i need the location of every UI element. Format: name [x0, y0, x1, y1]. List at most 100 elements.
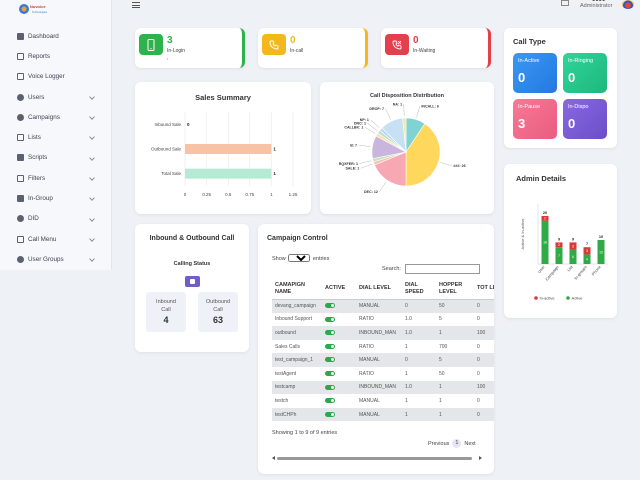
pie-slice[interactable]	[402, 117, 407, 153]
pie-label-value: 6	[437, 104, 439, 108]
sidebar-item-scripts[interactable]: Scripts	[0, 148, 112, 168]
bar[interactable]	[185, 144, 272, 154]
sidebar-item-user-groups[interactable]: User Groups	[0, 249, 112, 269]
active-toggle-cell	[322, 380, 356, 395]
pie-slice[interactable]	[374, 151, 407, 187]
sidebar-item-did[interactable]: DID	[0, 209, 112, 229]
table-cell: 0	[474, 299, 494, 313]
sidebar-item-users[interactable]: Users	[0, 87, 112, 107]
column-header[interactable]: DIAL LEVEL	[356, 279, 402, 300]
column-header[interactable]: ACTIVE	[322, 279, 356, 300]
table-cell[interactable]: Sales Calls	[275, 343, 301, 350]
pie-label: NA: 1	[393, 102, 402, 106]
search-input[interactable]	[405, 264, 480, 274]
table-row: Inbound Support RATIO 1.0 5 0	[272, 313, 494, 327]
apps-grid-icon[interactable]	[561, 0, 569, 6]
column-header[interactable]: CAMAPIGN NAME	[272, 279, 322, 300]
sidebar-item-in-group[interactable]: In-Group	[0, 188, 112, 208]
pie-label-sep: :	[380, 107, 382, 111]
table-cell[interactable]: testcamp	[272, 380, 322, 395]
table-cell: 100	[474, 326, 494, 340]
bar-inactive[interactable]	[583, 247, 591, 255]
active-toggle-cell	[322, 340, 356, 354]
sidebar-item-filters[interactable]: Filters	[0, 168, 112, 188]
table-cell[interactable]: outbound	[272, 326, 322, 340]
active-toggle[interactable]	[325, 343, 335, 349]
sidebar-item-label: Scripts	[28, 154, 48, 162]
pie-label-value: 7	[382, 107, 384, 111]
bar-inactive-label: 2	[558, 243, 560, 247]
bar-active[interactable]	[541, 220, 549, 264]
call-type-tile-in-dispo[interactable]: In-Dispo 0	[563, 99, 607, 139]
active-toggle[interactable]	[325, 330, 335, 336]
pie-label-sep: :	[359, 126, 361, 130]
table-row: testcamp INBOUND_MAN 1.0 1 100	[272, 380, 494, 395]
table-cell[interactable]: testCHPh	[272, 407, 322, 422]
scroll-right-icon[interactable]	[479, 456, 482, 460]
active-toggle[interactable]	[325, 316, 335, 322]
pie-label: SALE: 1	[346, 166, 360, 170]
active-toggle[interactable]	[325, 370, 335, 376]
active-toggle[interactable]	[325, 357, 335, 363]
sidebar-item-voice-logger[interactable]: Voice Logger	[0, 67, 112, 87]
table-cell: MANUAL	[356, 353, 402, 367]
campaign-table: CAMAPIGN NAME ACTIVE DIAL LEVEL DIAL SPEED H…	[272, 279, 494, 422]
page-1-button[interactable]: 1	[452, 439, 462, 448]
user-role: Administrator	[580, 3, 613, 9]
avatar[interactable]	[622, 0, 634, 9]
pie-slice[interactable]	[405, 123, 441, 187]
call-type-tile-in-ringing[interactable]: In-Ringing 0	[563, 53, 607, 93]
sidebar-item-reports[interactable]: Reports	[0, 46, 112, 66]
pie-label: INCALL: 6	[421, 104, 438, 108]
bar-inactive[interactable]	[569, 242, 577, 250]
page-length-select[interactable]: 10	[288, 254, 311, 262]
menu-toggle-icon[interactable]	[132, 2, 140, 8]
column-header[interactable]: TOT LEA	[474, 279, 494, 300]
active-toggle[interactable]	[325, 303, 335, 309]
bar-active[interactable]	[569, 249, 577, 264]
scroll-thumb[interactable]	[277, 457, 472, 460]
table-cell: 1.0	[402, 326, 436, 340]
column-header[interactable]: DIAL SPEED	[402, 279, 436, 300]
phone-call-icon[interactable]	[185, 276, 200, 287]
column-header[interactable]: HOPPER LEVEL	[436, 279, 474, 300]
stat-extra: ,	[167, 55, 169, 61]
call-type-tile-in-pause[interactable]: In-Pause 3	[513, 99, 557, 139]
previous-button[interactable]: Previous	[428, 440, 450, 447]
call-type-tile-in-active[interactable]: In-Active 0	[513, 53, 557, 93]
pie-leader-line	[416, 106, 421, 118]
x-tick-label: Phone	[590, 264, 602, 277]
reports-icon	[17, 52, 24, 60]
bar-active[interactable]	[583, 254, 591, 264]
table-cell[interactable]: testAgent	[275, 370, 297, 377]
calling-status-label: Calling Status	[173, 261, 211, 267]
horizontal-scrollbar[interactable]	[272, 456, 482, 461]
table-cell: 0	[477, 316, 480, 323]
bar-active[interactable]	[597, 240, 605, 264]
company-logo[interactable]: Nuvoice Technologies	[18, 2, 64, 16]
stat-label: In-Login	[167, 48, 186, 54]
sidebar-item-call-menu[interactable]: Call Menu	[0, 229, 112, 249]
active-toggle[interactable]	[325, 398, 335, 404]
bar-inactive[interactable]	[541, 216, 549, 221]
scroll-left-icon[interactable]	[272, 456, 275, 460]
sidebar-item-campaigns[interactable]: Campaigns	[0, 107, 112, 127]
table-cell[interactable]: test_campaign_1	[272, 353, 322, 367]
stat-value: 0	[290, 35, 296, 46]
legend-swatch-inactive	[534, 296, 538, 300]
bar-inactive[interactable]	[555, 242, 563, 248]
active-toggle[interactable]	[325, 411, 335, 417]
sidebar-item-lists[interactable]: Lists	[0, 127, 112, 147]
table-cell[interactable]: devang_campaign	[272, 299, 322, 313]
bar-inactive-label: 3	[586, 249, 588, 253]
table-row: testCHPh MANUAL 1 1 0	[272, 407, 494, 422]
sidebar-item-dashboard[interactable]: Dashboard	[0, 26, 112, 46]
bar-active[interactable]	[555, 247, 563, 264]
pagination: Previous 1 Next	[428, 439, 476, 448]
active-toggle[interactable]	[325, 384, 335, 390]
bar[interactable]	[185, 168, 272, 179]
bar-total-label: 10	[599, 235, 603, 239]
table-cell[interactable]: Inbound Support	[275, 316, 312, 323]
table-cell[interactable]: testch	[275, 397, 289, 404]
next-button[interactable]: Next	[464, 440, 476, 447]
